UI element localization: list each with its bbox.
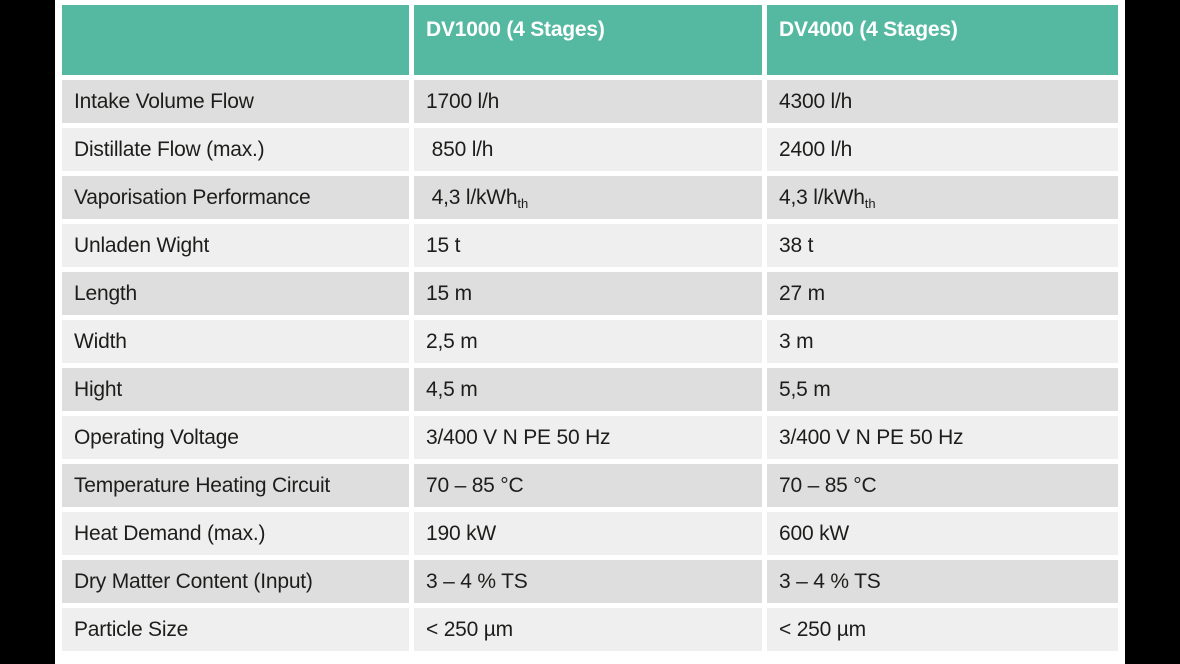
row-label-cell: Vaporisation Performance bbox=[62, 176, 409, 219]
dv4000-value-cell: < 250 µm bbox=[767, 608, 1118, 651]
dv1000-value-cell: 15 t bbox=[414, 224, 762, 267]
row-label-cell: Intake Volume Flow bbox=[62, 80, 409, 123]
spec-comparison-table: DV1000 (4 Stages) DV4000 (4 Stages) Inta… bbox=[62, 5, 1118, 651]
dv4000-value-cell: 3 – 4 % TS bbox=[767, 560, 1118, 603]
right-black-bar bbox=[1125, 0, 1180, 664]
dv4000-value-cell: 600 kW bbox=[767, 512, 1118, 555]
dv1000-value-cell: 3 – 4 % TS bbox=[414, 560, 762, 603]
row-label-cell: Length bbox=[62, 272, 409, 315]
dv4000-value-cell: 4300 l/h bbox=[767, 80, 1118, 123]
dv4000-value-cell: 4,3 l/kWhth bbox=[767, 176, 1118, 219]
row-label-cell: Temperature Heating Circuit bbox=[62, 464, 409, 507]
dv1000-value-cell: 2,5 m bbox=[414, 320, 762, 363]
row-label-cell: Unladen Wight bbox=[62, 224, 409, 267]
row-label-cell: Dry Matter Content (Input) bbox=[62, 560, 409, 603]
header-label-dv4000: DV4000 (4 Stages) bbox=[779, 18, 958, 41]
row-label-cell: Width bbox=[62, 320, 409, 363]
header-label-dv1000: DV1000 (4 Stages) bbox=[426, 18, 605, 41]
dv4000-value-cell: 38 t bbox=[767, 224, 1118, 267]
row-label-cell: Heat Demand (max.) bbox=[62, 512, 409, 555]
dv1000-value-cell: 3/400 V N PE 50 Hz bbox=[414, 416, 762, 459]
row-label-cell: Operating Voltage bbox=[62, 416, 409, 459]
dv1000-value-cell: 4,3 l/kWhth bbox=[414, 176, 762, 219]
dv4000-value-cell: 3 m bbox=[767, 320, 1118, 363]
header-cell-empty bbox=[62, 5, 409, 75]
dv1000-value-cell: 850 l/h bbox=[414, 128, 762, 171]
row-label-cell: Hight bbox=[62, 368, 409, 411]
dv1000-value-cell: 15 m bbox=[414, 272, 762, 315]
dv4000-value-cell: 27 m bbox=[767, 272, 1118, 315]
dv1000-value-cell: 1700 l/h bbox=[414, 80, 762, 123]
row-label-cell: Distillate Flow (max.) bbox=[62, 128, 409, 171]
dv1000-value-cell: 190 kW bbox=[414, 512, 762, 555]
dv1000-value-cell: 70 – 85 °C bbox=[414, 464, 762, 507]
row-label-cell: Particle Size bbox=[62, 608, 409, 651]
header-cell-dv1000: DV1000 (4 Stages) bbox=[414, 5, 762, 75]
dv4000-value-cell: 2400 l/h bbox=[767, 128, 1118, 171]
dv1000-value-cell: < 250 µm bbox=[414, 608, 762, 651]
dv1000-value-cell: 4,5 m bbox=[414, 368, 762, 411]
left-black-bar bbox=[0, 0, 55, 664]
dv4000-value-cell: 5,5 m bbox=[767, 368, 1118, 411]
dv4000-value-cell: 70 – 85 °C bbox=[767, 464, 1118, 507]
header-cell-dv4000: DV4000 (4 Stages) bbox=[767, 5, 1118, 75]
dv4000-value-cell: 3/400 V N PE 50 Hz bbox=[767, 416, 1118, 459]
